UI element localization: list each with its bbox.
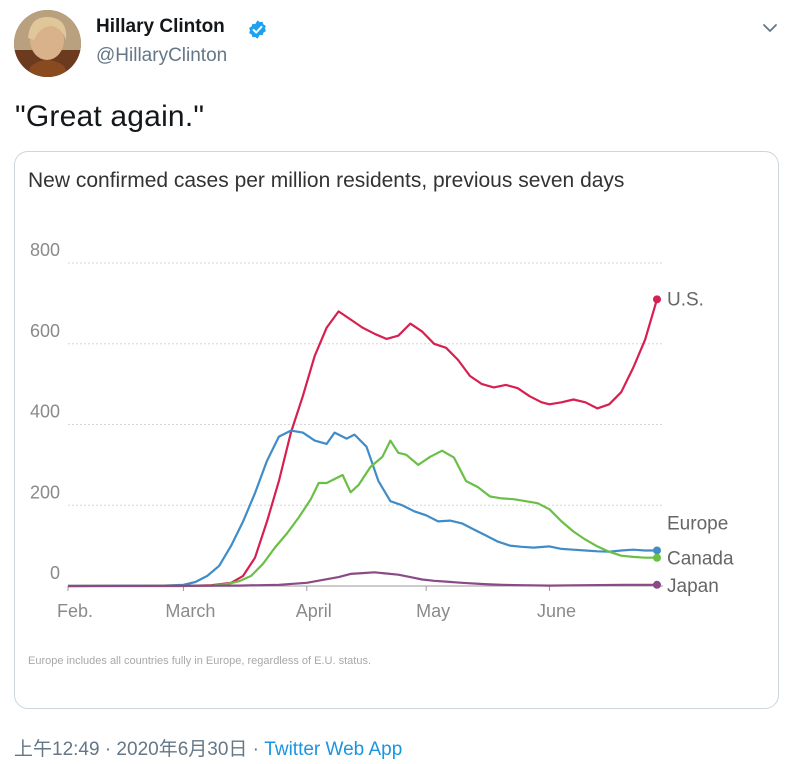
series-endpoint (653, 580, 661, 589)
y-tick-label: 800 (30, 240, 60, 260)
series-endpoint (653, 295, 661, 304)
series-endpoint (653, 553, 661, 562)
series-line (67, 439, 657, 588)
x-tick-label: May (416, 601, 450, 621)
series-line (68, 298, 659, 588)
line-chart: 0 200 400 600 800 Feb. March April May June U.S. Eu… (30, 240, 734, 621)
avatar-image (14, 10, 81, 77)
avatar[interactable] (14, 10, 81, 77)
series-line (67, 429, 657, 588)
tweet-source-link[interactable]: Twitter Web App (264, 739, 403, 760)
series-label: U.S. (667, 290, 704, 311)
chart-title: New confirmed cases per million resident… (28, 169, 625, 192)
tweet-timestamp[interactable]: 上午12:49 · 2020年6月30日 · (14, 739, 265, 760)
verified-badge-icon (249, 20, 266, 39)
series-label: Europe (667, 513, 728, 534)
tweet-text: "Great again." (15, 100, 205, 133)
chart-card[interactable]: New confirmed cases per million resident… (14, 151, 779, 709)
x-tick-label: March (165, 601, 215, 621)
y-tick-label: 600 (30, 321, 60, 341)
x-tick-label: April (296, 601, 332, 621)
author-handle[interactable]: @HillaryClinton (96, 45, 228, 66)
y-tick-label: 0 (50, 563, 60, 583)
tweet-meta: 上午12:49 · 2020年6月30日 · Twitter Web App (14, 734, 402, 761)
series-line (67, 571, 657, 588)
series-label: Japan (667, 576, 719, 597)
x-tick-label: June (537, 601, 576, 621)
series-endpoint (653, 546, 661, 555)
chevron-down-icon[interactable] (760, 18, 780, 38)
series-label: Canada (667, 549, 734, 570)
x-tick-label: Feb. (57, 601, 93, 621)
y-tick-label: 200 (30, 482, 60, 502)
author-name[interactable]: Hillary Clinton (96, 16, 225, 37)
y-tick-label: 400 (30, 402, 60, 422)
chart-footnote: Europe includes all countries fully in E… (28, 655, 372, 667)
